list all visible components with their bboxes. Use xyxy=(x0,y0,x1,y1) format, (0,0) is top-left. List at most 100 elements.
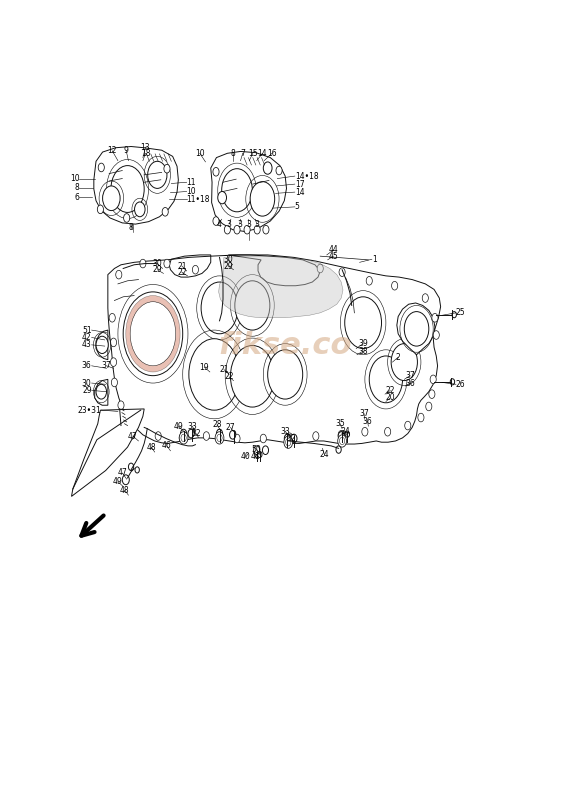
Circle shape xyxy=(339,268,345,277)
Circle shape xyxy=(285,434,289,440)
Polygon shape xyxy=(94,146,179,224)
Circle shape xyxy=(338,430,344,439)
Text: 22: 22 xyxy=(177,268,186,277)
Text: 12: 12 xyxy=(107,146,117,155)
Circle shape xyxy=(426,402,432,410)
Text: 50: 50 xyxy=(252,445,262,454)
Circle shape xyxy=(429,390,435,398)
Circle shape xyxy=(122,475,129,485)
Circle shape xyxy=(276,166,282,175)
Circle shape xyxy=(162,207,168,216)
Circle shape xyxy=(140,259,146,268)
Circle shape xyxy=(336,446,341,454)
Text: 37: 37 xyxy=(359,410,369,418)
Text: 6: 6 xyxy=(75,193,79,202)
Text: 23•31: 23•31 xyxy=(77,406,101,414)
Circle shape xyxy=(124,214,130,222)
Text: 32: 32 xyxy=(286,434,296,443)
Circle shape xyxy=(181,430,186,438)
Circle shape xyxy=(366,277,372,285)
Text: 46: 46 xyxy=(162,442,172,450)
Circle shape xyxy=(313,432,319,440)
Circle shape xyxy=(130,302,176,366)
Text: 19: 19 xyxy=(199,362,209,371)
Text: 51: 51 xyxy=(82,326,92,334)
Circle shape xyxy=(181,430,186,437)
Circle shape xyxy=(405,422,411,430)
Circle shape xyxy=(292,435,296,442)
Circle shape xyxy=(392,282,398,290)
Text: 49: 49 xyxy=(113,477,123,486)
Polygon shape xyxy=(96,330,108,360)
Text: fikse.co: fikse.co xyxy=(219,331,352,360)
Circle shape xyxy=(218,430,221,435)
Text: 30: 30 xyxy=(153,259,162,268)
Circle shape xyxy=(268,350,303,399)
Circle shape xyxy=(340,431,344,438)
Circle shape xyxy=(338,432,344,440)
Text: 36: 36 xyxy=(82,362,92,370)
Text: 16: 16 xyxy=(267,149,277,158)
Text: 21: 21 xyxy=(219,365,229,374)
Circle shape xyxy=(111,166,144,213)
Circle shape xyxy=(234,226,240,234)
Text: 8: 8 xyxy=(129,223,133,232)
Circle shape xyxy=(96,336,108,354)
Polygon shape xyxy=(397,303,435,354)
Polygon shape xyxy=(95,379,108,406)
Circle shape xyxy=(345,297,381,349)
Circle shape xyxy=(254,226,260,234)
Circle shape xyxy=(179,432,188,444)
Circle shape xyxy=(215,432,224,444)
Circle shape xyxy=(452,312,457,318)
Circle shape xyxy=(147,162,167,189)
Text: 15: 15 xyxy=(248,149,258,158)
Text: 33: 33 xyxy=(188,422,197,430)
Circle shape xyxy=(418,414,424,422)
Text: 4: 4 xyxy=(216,220,221,229)
Circle shape xyxy=(450,378,455,385)
Circle shape xyxy=(345,431,350,438)
Circle shape xyxy=(244,226,250,234)
Circle shape xyxy=(123,292,182,376)
Text: 14•18: 14•18 xyxy=(295,171,319,181)
Circle shape xyxy=(250,182,275,216)
Text: 25: 25 xyxy=(456,308,466,318)
Text: 35: 35 xyxy=(335,419,345,428)
Text: 38: 38 xyxy=(358,346,368,355)
Text: 21: 21 xyxy=(177,262,186,270)
Text: 49: 49 xyxy=(173,422,183,430)
Circle shape xyxy=(96,384,107,399)
Text: 24: 24 xyxy=(320,450,329,459)
Circle shape xyxy=(231,346,274,407)
Text: 8: 8 xyxy=(75,183,79,192)
Circle shape xyxy=(262,446,268,454)
Text: 11•18: 11•18 xyxy=(186,195,210,204)
Text: 28: 28 xyxy=(212,421,221,430)
Text: 14: 14 xyxy=(295,187,305,197)
Circle shape xyxy=(263,162,272,174)
Circle shape xyxy=(213,217,219,226)
Circle shape xyxy=(263,226,269,234)
Circle shape xyxy=(97,205,103,214)
Circle shape xyxy=(362,427,368,436)
Circle shape xyxy=(391,344,418,381)
Text: 3: 3 xyxy=(227,220,232,229)
Circle shape xyxy=(231,430,236,437)
Text: 42: 42 xyxy=(82,333,92,342)
Circle shape xyxy=(155,432,161,440)
Circle shape xyxy=(192,266,198,274)
Circle shape xyxy=(216,430,223,438)
Circle shape xyxy=(103,186,120,210)
Circle shape xyxy=(111,338,116,346)
Text: 5: 5 xyxy=(295,202,299,211)
Text: 3: 3 xyxy=(254,220,259,229)
Circle shape xyxy=(126,295,180,372)
Circle shape xyxy=(433,330,440,339)
Circle shape xyxy=(430,375,436,384)
Text: 36: 36 xyxy=(363,417,372,426)
Text: 9: 9 xyxy=(124,146,129,155)
Circle shape xyxy=(118,401,124,410)
Circle shape xyxy=(122,419,128,428)
Circle shape xyxy=(258,451,262,458)
